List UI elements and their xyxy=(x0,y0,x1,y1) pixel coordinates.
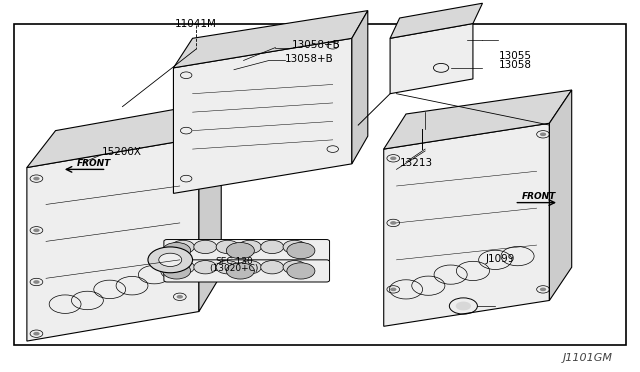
Circle shape xyxy=(216,260,239,274)
Circle shape xyxy=(540,288,546,291)
Polygon shape xyxy=(173,11,368,68)
Polygon shape xyxy=(352,11,368,164)
Text: 13055: 13055 xyxy=(499,51,531,61)
Text: J1101GM: J1101GM xyxy=(563,353,613,363)
Circle shape xyxy=(33,280,40,284)
Circle shape xyxy=(390,157,396,160)
Circle shape xyxy=(159,253,182,266)
Circle shape xyxy=(163,243,191,259)
Polygon shape xyxy=(384,123,549,326)
Circle shape xyxy=(172,240,195,254)
Circle shape xyxy=(227,263,254,279)
Polygon shape xyxy=(27,138,199,341)
Circle shape xyxy=(216,240,239,254)
Circle shape xyxy=(33,332,40,336)
Text: 13058+B: 13058+B xyxy=(291,39,340,49)
Polygon shape xyxy=(390,3,483,38)
Circle shape xyxy=(177,147,183,151)
Circle shape xyxy=(260,260,284,274)
Text: 13058+B: 13058+B xyxy=(285,54,333,64)
Polygon shape xyxy=(199,101,221,311)
FancyBboxPatch shape xyxy=(164,240,330,262)
Circle shape xyxy=(283,260,306,274)
Circle shape xyxy=(33,228,40,232)
Text: 13213: 13213 xyxy=(399,158,433,168)
Circle shape xyxy=(177,295,183,299)
Circle shape xyxy=(163,263,191,279)
Circle shape xyxy=(194,240,217,254)
Circle shape xyxy=(283,240,306,254)
FancyBboxPatch shape xyxy=(164,260,330,282)
Circle shape xyxy=(287,243,315,259)
Circle shape xyxy=(390,221,396,225)
Circle shape xyxy=(239,240,261,254)
Text: 11041M: 11041M xyxy=(175,19,217,29)
Polygon shape xyxy=(173,38,352,193)
Circle shape xyxy=(456,302,471,310)
Circle shape xyxy=(260,240,284,254)
Polygon shape xyxy=(384,90,572,149)
Text: FRONT: FRONT xyxy=(77,159,111,168)
Text: 15200X: 15200X xyxy=(102,147,142,157)
Text: (13020+C): (13020+C) xyxy=(209,264,259,273)
Text: FRONT: FRONT xyxy=(522,192,556,201)
Circle shape xyxy=(194,260,217,274)
Text: J1099: J1099 xyxy=(486,254,515,264)
Circle shape xyxy=(390,288,396,291)
Circle shape xyxy=(239,260,261,274)
Circle shape xyxy=(33,177,40,180)
Text: 13058: 13058 xyxy=(499,60,531,70)
Polygon shape xyxy=(390,23,473,94)
Circle shape xyxy=(172,260,195,274)
Text: SEC.130: SEC.130 xyxy=(215,257,253,266)
Circle shape xyxy=(287,263,315,279)
Circle shape xyxy=(148,247,193,273)
Polygon shape xyxy=(27,101,221,167)
Circle shape xyxy=(540,132,546,136)
Polygon shape xyxy=(549,90,572,301)
Circle shape xyxy=(227,243,254,259)
